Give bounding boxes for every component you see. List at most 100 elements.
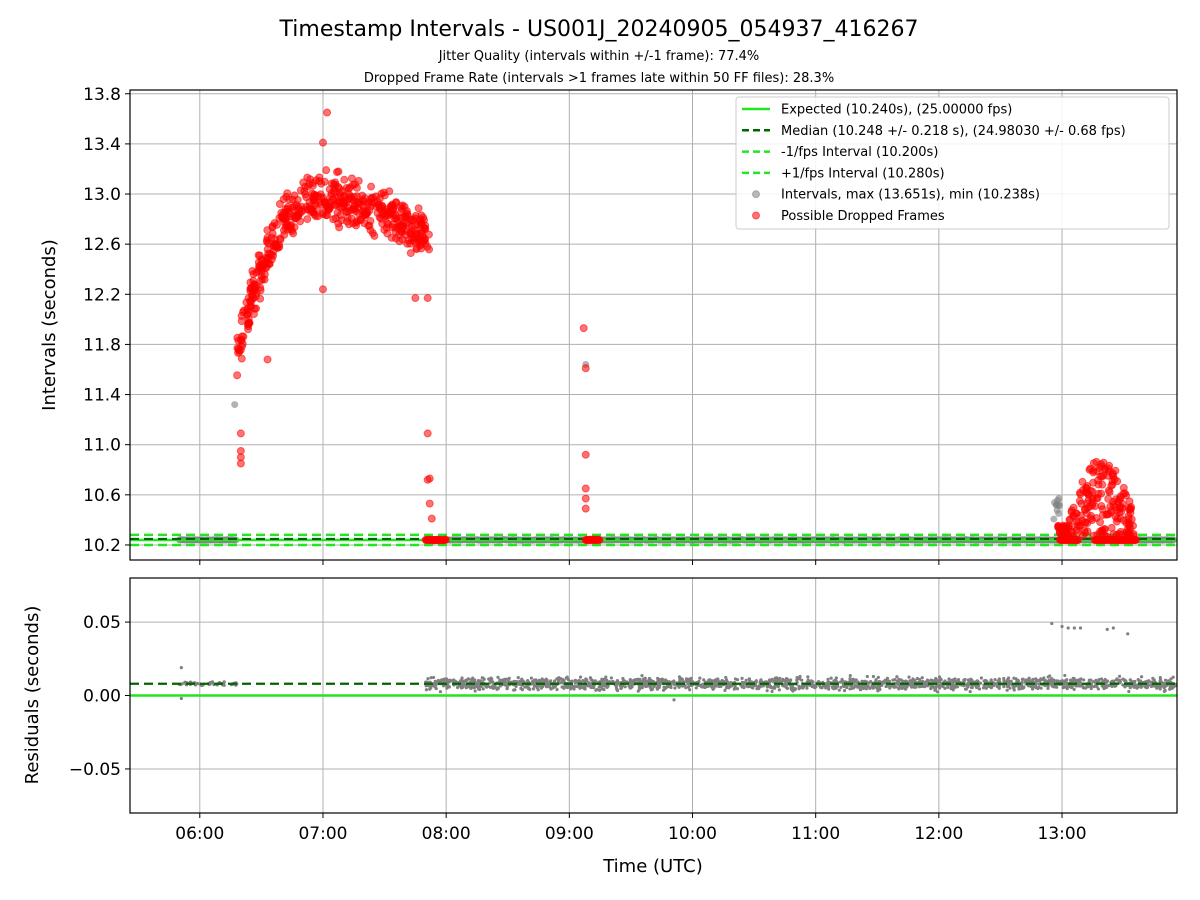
- chart-subtitle-dropped: Dropped Frame Rate (intervals >1 frames …: [364, 71, 834, 86]
- residual-point: [895, 675, 899, 679]
- residual-point: [560, 685, 564, 689]
- top-y-tick-label: 10.2: [83, 536, 121, 556]
- dropped-frame-point: [249, 270, 258, 279]
- dropped-frame-point: [1127, 503, 1136, 512]
- residual-point: [644, 684, 648, 689]
- residual-point: [431, 675, 436, 680]
- residual-point: [888, 686, 892, 690]
- dropped-frame-point: [354, 176, 363, 185]
- residual-point: [913, 678, 917, 683]
- residual-point: [694, 686, 698, 690]
- dropped-frame-point: [1103, 510, 1112, 519]
- residual-point: [544, 677, 548, 681]
- top-y-tick-label: 13.8: [83, 85, 121, 105]
- residual-point: [871, 674, 876, 679]
- bottom-y-axis-label: Residuals (seconds): [22, 606, 43, 785]
- residual-point: [1072, 680, 1076, 684]
- residual-point: [1099, 677, 1104, 681]
- dropped-frame-point: [1097, 489, 1106, 498]
- residual-point: [469, 686, 473, 691]
- residual-point: [773, 676, 778, 680]
- bottom-x-tick-label: 09:00: [545, 824, 594, 844]
- residual-point: [597, 685, 601, 689]
- residual-point: [638, 677, 642, 682]
- dropped-frame-point: [234, 344, 243, 353]
- top-y-tick-label: 11.4: [83, 386, 121, 406]
- residual-point: [1101, 685, 1106, 689]
- dropped-frame-point: [283, 220, 292, 229]
- dropped-frame-point: [320, 198, 329, 207]
- dropped-frame-point: [233, 371, 242, 380]
- residual-point: [1074, 684, 1079, 688]
- bottom-frame: [129, 577, 1178, 814]
- residual-point: [829, 676, 833, 680]
- residual-point: [549, 686, 553, 691]
- residual-point: [949, 686, 953, 691]
- residual-point: [1018, 687, 1022, 691]
- residual-point: [1115, 677, 1119, 681]
- dropped-frame-point: [387, 233, 396, 242]
- dropped-frame-point: [420, 235, 429, 244]
- residual-point: [465, 685, 470, 689]
- dropped-frame-point: [581, 504, 590, 513]
- dropped-frame-point: [301, 190, 310, 199]
- residual-point: [1079, 677, 1083, 681]
- top-y-tick-label: 11.0: [83, 436, 121, 456]
- residual-point: [672, 698, 676, 702]
- residual-point: [714, 684, 718, 688]
- dropped-frame-point: [1110, 475, 1119, 484]
- residual-point: [445, 677, 449, 681]
- residual-point: [1162, 684, 1166, 688]
- residual-point: [939, 684, 943, 688]
- dropped-frame-point: [1101, 464, 1110, 473]
- residual-point: [609, 676, 613, 680]
- residual-point: [880, 683, 884, 687]
- residual-point: [1072, 626, 1076, 630]
- residual-point: [553, 685, 557, 689]
- residual-point: [884, 684, 888, 689]
- residual-point: [747, 684, 751, 689]
- legend-item-dropped-swatch: [752, 211, 760, 220]
- residual-point: [1044, 679, 1048, 683]
- dropped-frame-point: [340, 175, 349, 184]
- residual-point: [1077, 679, 1081, 683]
- top-y-tick-label: 11.8: [83, 335, 121, 355]
- residual-point: [826, 680, 831, 685]
- dropped-frame-point: [332, 168, 341, 177]
- residual-point: [1068, 685, 1072, 689]
- residual-point: [475, 681, 479, 685]
- dropped-frame-point: [414, 204, 423, 213]
- residual-point: [1111, 626, 1115, 630]
- dropped-frame-point: [406, 249, 415, 258]
- residual-point: [765, 689, 769, 693]
- dropped-frame-point: [1104, 486, 1113, 495]
- residual-point: [938, 676, 942, 681]
- residual-point: [476, 679, 481, 683]
- residual-point: [555, 687, 559, 692]
- residual-point: [947, 677, 951, 681]
- residual-point: [984, 686, 988, 690]
- residual-point: [623, 685, 627, 689]
- residual-point: [935, 684, 939, 689]
- residual-point: [428, 687, 432, 691]
- residual-point: [441, 684, 446, 688]
- residual-point: [699, 683, 703, 687]
- residual-point: [1110, 684, 1114, 688]
- residual-point: [684, 686, 688, 690]
- dropped-frame-point: [342, 183, 351, 192]
- dropped-frame-point: [335, 223, 344, 232]
- dropped-frame-point: [359, 201, 368, 210]
- residual-point: [591, 679, 595, 683]
- dropped-frame-point: [394, 217, 403, 226]
- residual-point: [728, 681, 732, 686]
- dropped-frame-point: [293, 195, 302, 204]
- residual-point: [536, 688, 540, 692]
- dropped-frame-point: [260, 270, 269, 279]
- residual-point: [634, 678, 638, 682]
- top-y-tick-label: 13.0: [83, 185, 121, 205]
- dropped-frame-point: [1111, 495, 1120, 504]
- residual-point: [1134, 685, 1139, 689]
- dropped-frame-point: [246, 297, 255, 306]
- dropped-frame-point: [275, 200, 284, 209]
- residual-point: [1126, 632, 1130, 636]
